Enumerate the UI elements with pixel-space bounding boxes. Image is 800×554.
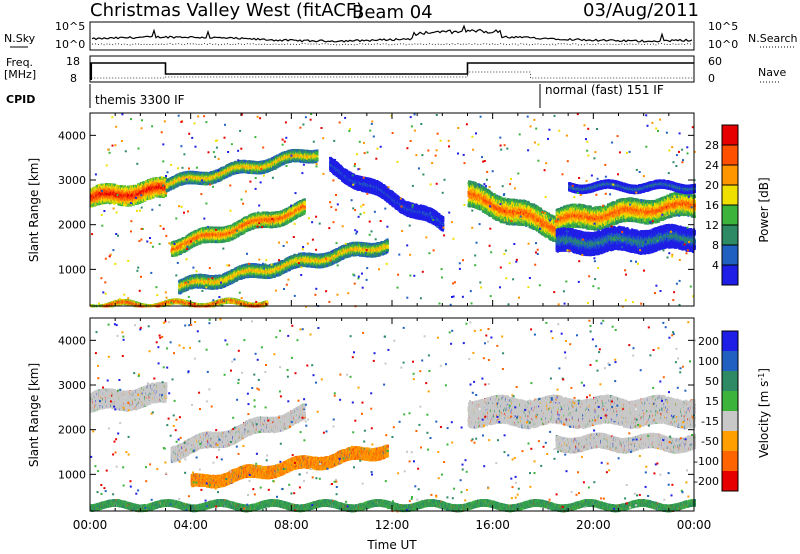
- freq-right-tick-bottom: 0: [708, 72, 715, 85]
- nsky-label: N.Sky: [4, 32, 36, 45]
- cpid-segment-1: themis 3300 IF: [95, 93, 185, 107]
- nave-label: Nave: [758, 66, 786, 79]
- freq-right-tick-top: 60: [708, 55, 722, 68]
- nsearch-label: N.Search: [748, 32, 798, 45]
- cpid-segment-2: normal (fast) 151 IF: [545, 83, 664, 97]
- date-label: 03/Aug/2011: [583, 0, 699, 21]
- noise-right-tick-bottom: 10^0: [708, 38, 738, 51]
- freq-left-tick-bottom: 8: [70, 72, 77, 85]
- noise-left-tick-bottom: 10^0: [55, 38, 85, 51]
- noise-right-tick-top: 10^5: [708, 20, 738, 33]
- freq-label-line2: [MHz]: [4, 68, 36, 81]
- beam-label: Beam 04: [352, 2, 433, 23]
- noise-left-tick-top: 10^5: [55, 20, 85, 33]
- station-title: Christmas Valley West (fitACF): [90, 0, 363, 21]
- cpid-label: CPID: [6, 93, 35, 106]
- freq-left-tick-top: 18: [66, 55, 80, 68]
